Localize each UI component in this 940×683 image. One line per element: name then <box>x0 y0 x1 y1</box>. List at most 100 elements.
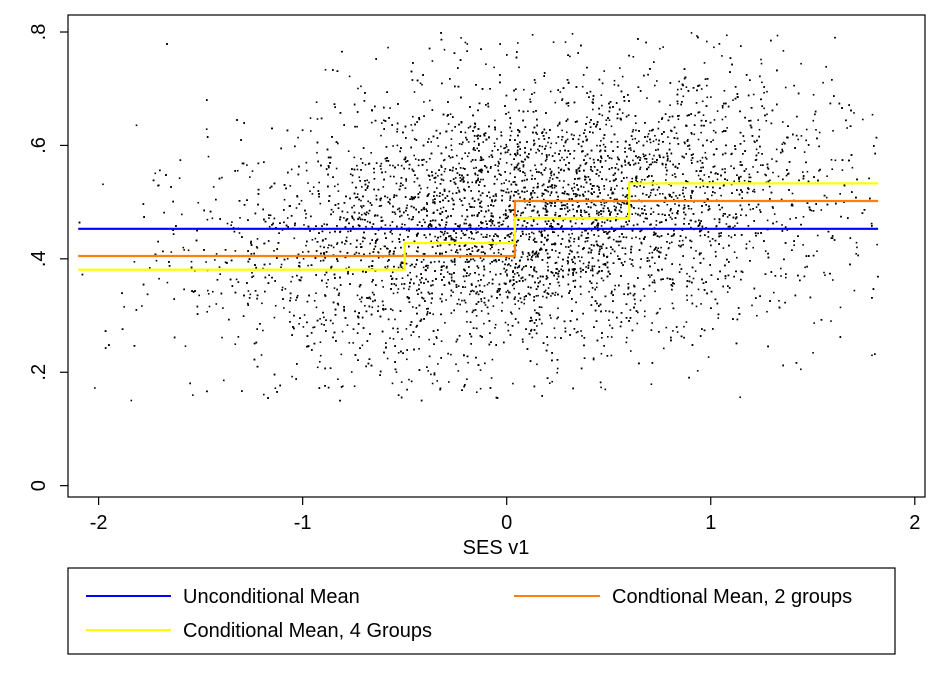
scatter-point <box>685 187 687 189</box>
scatter-point <box>530 224 533 227</box>
scatter-point <box>440 340 443 342</box>
scatter-point <box>408 378 410 381</box>
scatter-point <box>207 155 210 158</box>
scatter-point <box>384 171 387 173</box>
scatter-point <box>261 302 263 305</box>
scatter-point <box>375 194 378 197</box>
scatter-point <box>342 385 344 387</box>
scatter-point <box>166 281 169 284</box>
scatter-point <box>582 262 585 265</box>
scatter-point <box>549 177 551 179</box>
scatter-point <box>597 235 600 237</box>
scatter-point <box>568 233 570 236</box>
scatter-point <box>616 163 618 165</box>
scatter-point <box>664 166 667 169</box>
scatter-point <box>549 185 551 188</box>
scatter-point <box>577 330 579 333</box>
scatter-point <box>541 152 543 155</box>
scatter-point <box>565 139 567 142</box>
scatter-point <box>256 238 259 240</box>
scatter-point <box>155 259 158 262</box>
scatter-point <box>676 102 679 105</box>
scatter-point <box>443 170 446 173</box>
scatter-point <box>824 274 826 276</box>
scatter-point <box>713 165 716 168</box>
scatter-point <box>535 250 538 253</box>
scatter-point <box>601 114 604 117</box>
scatter-point <box>226 222 229 225</box>
scatter-point <box>482 236 485 238</box>
scatter-point <box>654 135 656 137</box>
scatter-point <box>408 288 410 291</box>
scatter-point <box>382 304 385 307</box>
scatter-point <box>503 282 506 285</box>
scatter-point <box>540 306 543 309</box>
scatter-point <box>295 299 297 301</box>
scatter-point <box>624 147 626 149</box>
scatter-point <box>382 286 384 288</box>
scatter-point <box>401 223 403 225</box>
scatter-point <box>508 257 510 260</box>
scatter-point <box>652 180 655 182</box>
scatter-point <box>211 217 214 220</box>
scatter-point <box>149 267 151 269</box>
scatter-point <box>418 336 420 338</box>
scatter-point <box>263 393 265 396</box>
scatter-point <box>621 187 624 190</box>
scatter-point <box>425 208 427 210</box>
scatter-point <box>741 271 744 273</box>
scatter-point <box>391 309 394 312</box>
scatter-point <box>604 388 607 391</box>
scatter-point <box>692 153 694 155</box>
scatter-point <box>541 184 544 187</box>
scatter-point <box>790 204 793 207</box>
scatter-point <box>585 198 587 200</box>
scatter-point <box>635 236 637 239</box>
scatter-point <box>450 149 453 151</box>
scatter-point <box>730 165 732 167</box>
scatter-point <box>480 251 483 254</box>
scatter-point <box>654 84 656 87</box>
scatter-point <box>523 88 525 91</box>
scatter-point <box>273 316 276 319</box>
scatter-point <box>483 322 485 325</box>
scatter-point <box>624 159 626 162</box>
scatter-point <box>637 207 640 210</box>
scatter-point <box>443 239 446 241</box>
scatter-point <box>412 196 415 199</box>
scatter-point <box>371 121 373 124</box>
scatter-point <box>536 325 538 327</box>
scatter-point <box>417 250 419 253</box>
scatter-point <box>639 157 642 159</box>
scatter-point <box>547 287 550 289</box>
scatter-point <box>686 299 688 301</box>
scatter-point <box>556 371 558 374</box>
scatter-point <box>442 234 445 236</box>
scatter-point <box>654 194 657 196</box>
scatter-point <box>320 323 323 325</box>
scatter-point <box>643 186 645 188</box>
scatter-point <box>464 301 467 304</box>
scatter-point <box>458 162 460 165</box>
scatter-point <box>610 125 613 128</box>
scatter-point <box>360 205 362 207</box>
scatter-point <box>473 206 475 208</box>
scatter-point <box>609 324 611 327</box>
scatter-point <box>564 327 567 329</box>
scatter-point <box>618 244 620 247</box>
scatter-point <box>221 336 223 339</box>
scatter-point <box>599 171 601 173</box>
scatter-point <box>358 212 360 214</box>
scatter-point <box>571 232 573 235</box>
scatter-point <box>733 251 736 253</box>
scatter-point <box>495 195 498 197</box>
scatter-point <box>714 192 716 194</box>
scatter-point <box>296 294 299 297</box>
scatter-point <box>555 176 558 179</box>
scatter-point <box>582 186 585 188</box>
scatter-point <box>356 294 359 297</box>
scatter-point <box>290 168 293 171</box>
scatter-point <box>531 259 534 262</box>
scatter-point <box>422 266 425 269</box>
